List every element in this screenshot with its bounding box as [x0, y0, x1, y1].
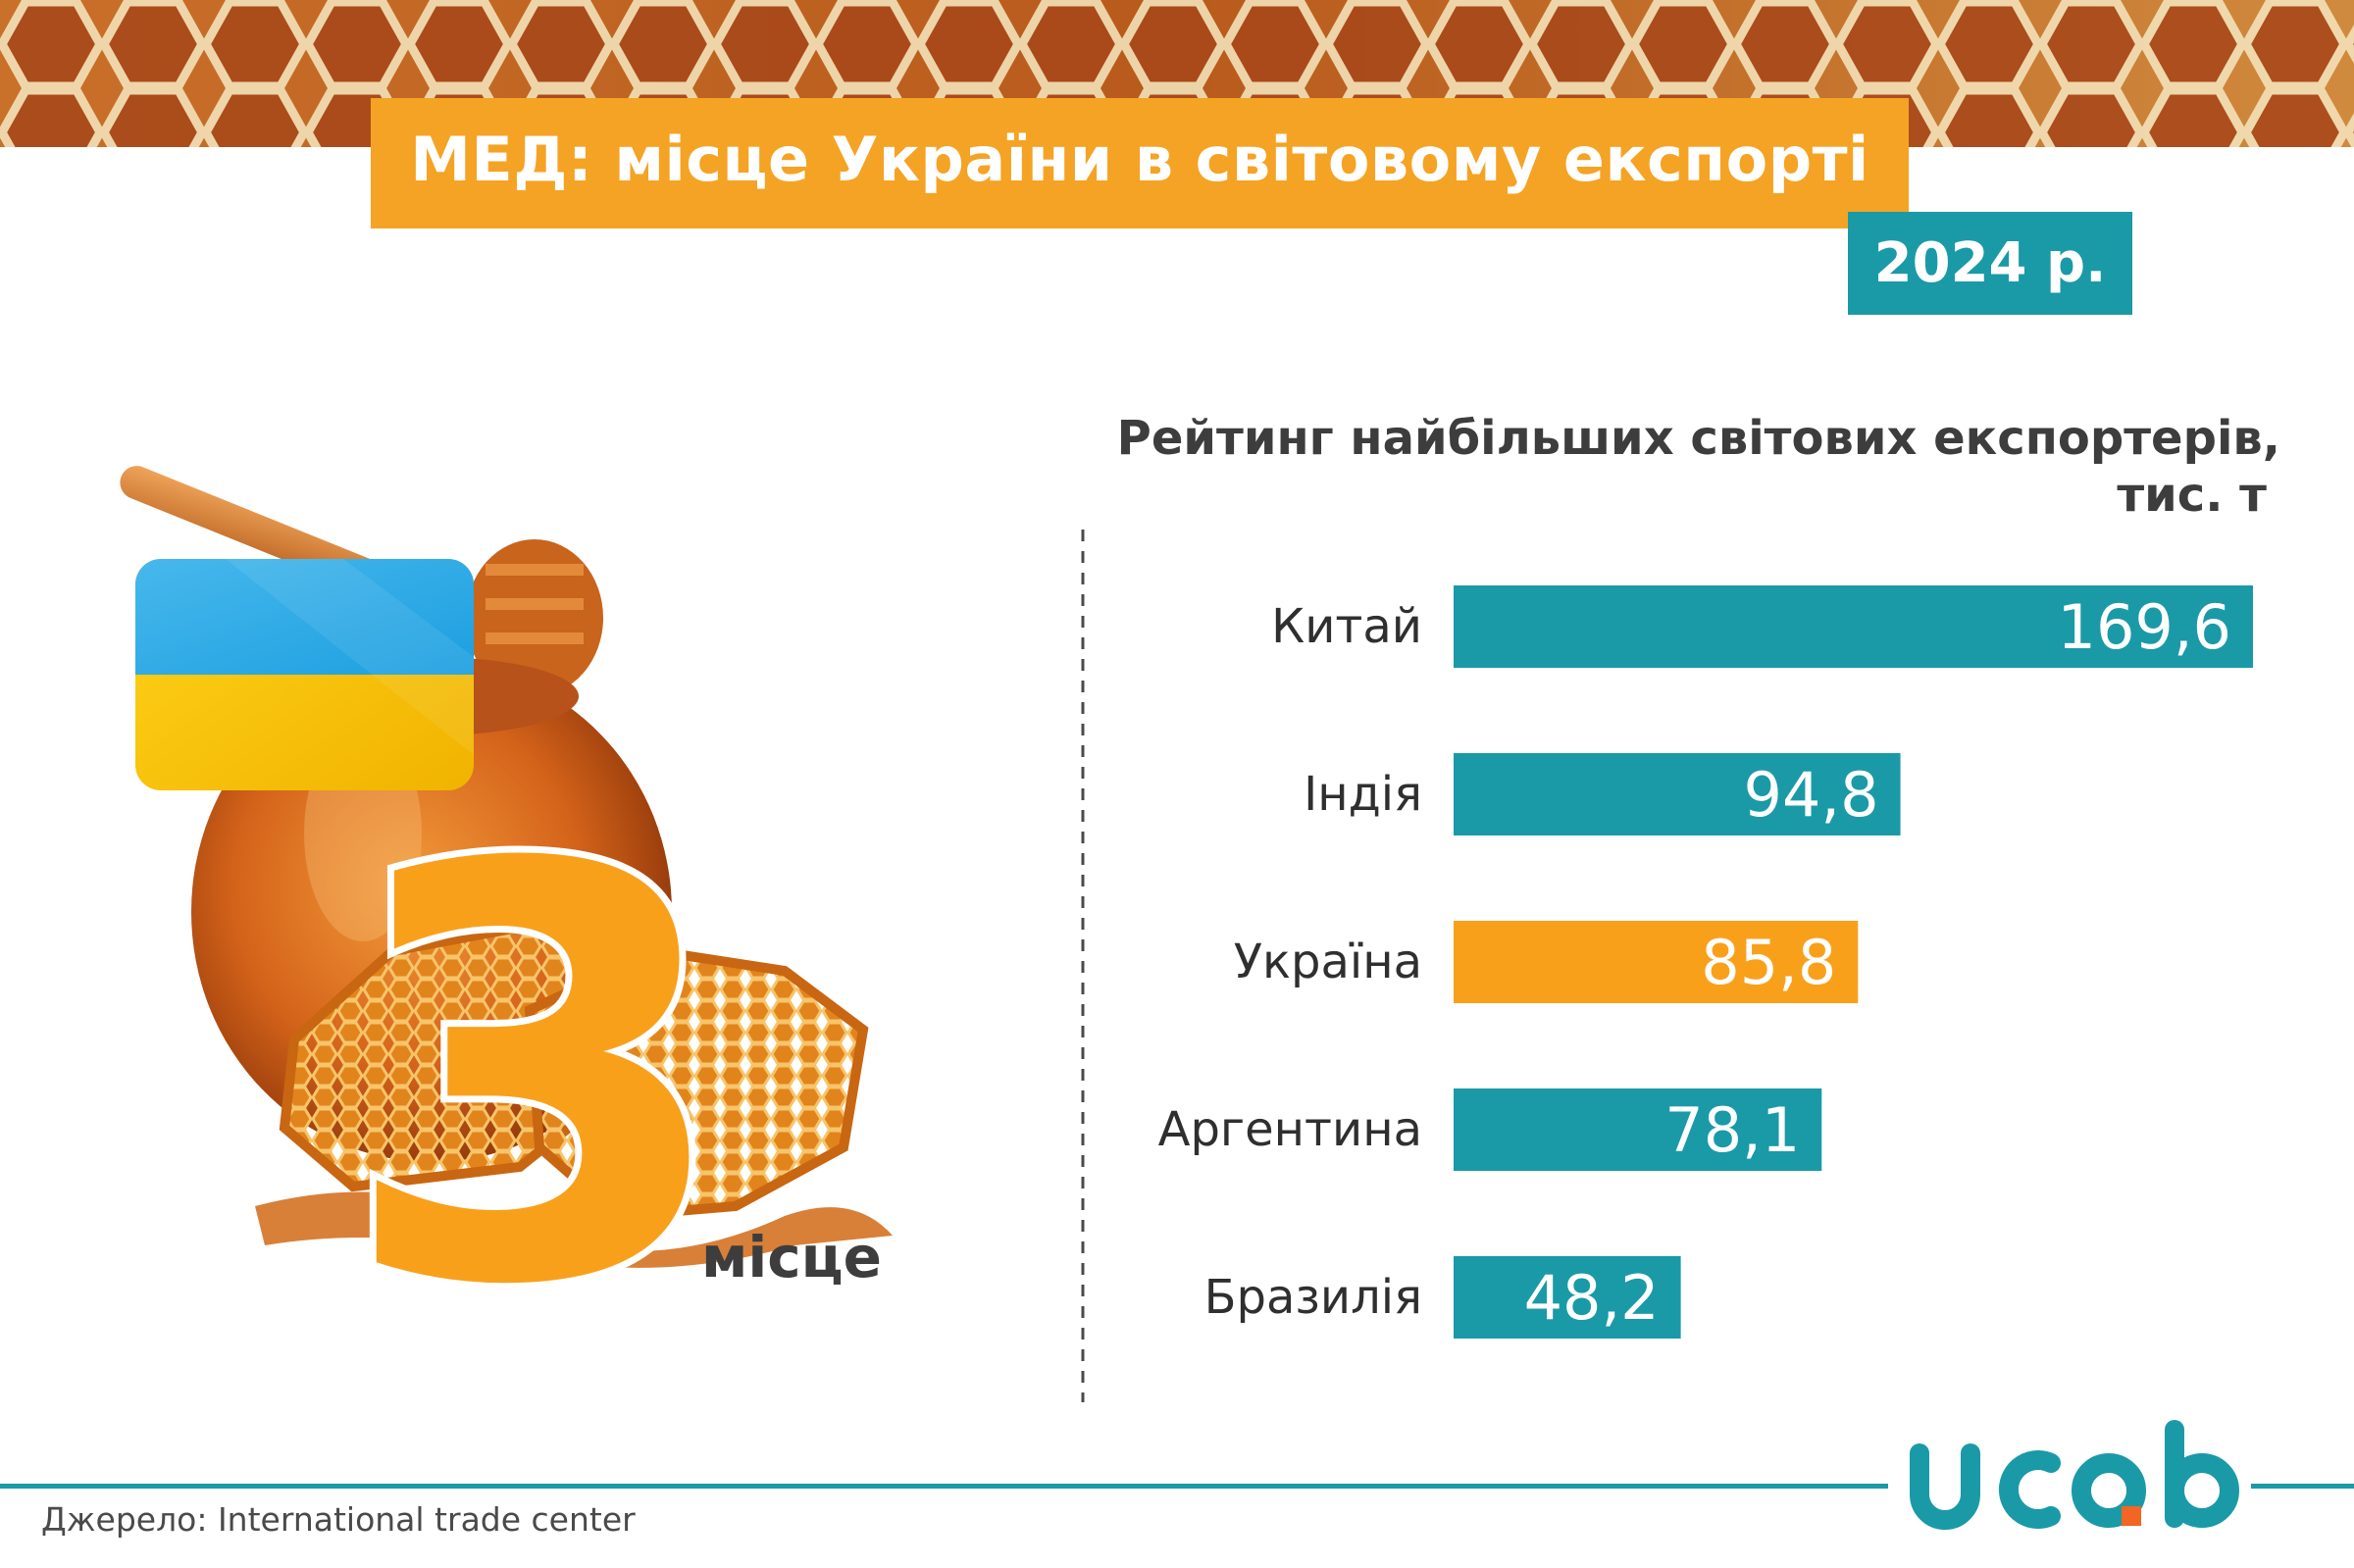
bar-2	[1454, 921, 1859, 1003]
value-label-4: 48,2	[1524, 1262, 1660, 1334]
footer-divider-right	[2251, 1484, 2354, 1489]
bar-0	[1454, 585, 2253, 668]
category-label-0: Китай	[1271, 599, 1422, 654]
bar-4	[1454, 1256, 1681, 1339]
rank-number: 3	[332, 747, 742, 1409]
bar-1	[1454, 753, 1901, 835]
category-label-2: Україна	[1234, 935, 1422, 989]
year-badge: 2024 р.	[1848, 212, 2132, 315]
page-title: МЕД: місце України в світовому експорті	[410, 124, 1869, 195]
ukraine-flag-icon	[135, 559, 474, 790]
title-banner: МЕД: місце України в світовому експорті	[371, 98, 1909, 228]
value-label-2: 85,8	[1701, 927, 1836, 998]
chart-title-line1: Рейтинг найбільших світових експортерів,	[1116, 411, 2280, 466]
value-label-3: 78,1	[1664, 1094, 1800, 1166]
category-label-1: Індія	[1304, 767, 1422, 822]
bar-3	[1454, 1088, 1822, 1171]
chart-title: Рейтинг найбільших світових експортерів,…	[1059, 410, 2280, 524]
year-label: 2024 р.	[1873, 231, 2107, 295]
value-label-1: 94,8	[1744, 759, 1879, 831]
category-label-3: Аргентина	[1158, 1102, 1422, 1157]
footer-divider	[0, 1484, 1888, 1489]
source-note: Джерело: International trade center	[41, 1500, 636, 1539]
ucab-logo	[1910, 1420, 2239, 1530]
category-label-4: Бразилія	[1204, 1270, 1422, 1325]
chart-unit-label: тис. т	[2117, 468, 2267, 523]
honeycomb-pieces	[255, 916, 893, 1268]
honey-illustration	[120, 466, 893, 1268]
value-label-0: 169,6	[2058, 591, 2232, 663]
rank-label: місце	[701, 1224, 882, 1290]
